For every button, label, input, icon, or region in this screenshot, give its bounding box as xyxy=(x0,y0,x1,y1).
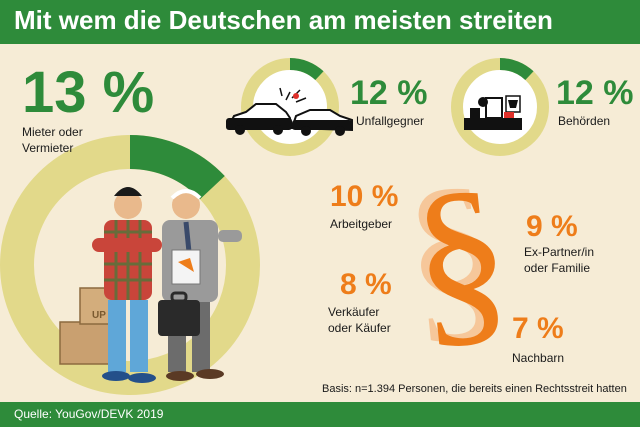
donut-unfall-value-arc xyxy=(289,58,324,81)
label-mieter-line2: Vermieter xyxy=(22,141,73,155)
car-crash-icon xyxy=(226,87,353,136)
label-mieter-line1: Mieter oder xyxy=(22,125,83,139)
value-expartner: 9 % xyxy=(526,210,578,243)
basis-note: Basis: n=1.394 Personen, die bereits ein… xyxy=(322,383,627,395)
footer-bar: Quelle: YouGov/DEVK 2019 xyxy=(0,402,640,427)
label-expartner-line2: oder Familie xyxy=(524,261,590,275)
label-verkaeufer-line2: oder Käufer xyxy=(328,321,391,335)
paragraph-sign-icon: § § xyxy=(394,146,519,369)
page-title: Mit wem die Deutschen am meisten streite… xyxy=(14,5,553,35)
source-note: Quelle: YouGov/DEVK 2019 xyxy=(14,407,164,421)
value-verkaeufer: 8 % xyxy=(340,268,392,301)
svg-text:§: § xyxy=(394,146,510,365)
header-bar: Mit wem die Deutschen am meisten streite… xyxy=(0,0,640,44)
value-nachbarn: 7 % xyxy=(512,312,564,345)
value-behoerden: 12 % xyxy=(556,74,634,112)
label-verkaeufer-line1: Verkäufer xyxy=(328,305,379,319)
value-arbeitgeber: 10 % xyxy=(330,180,398,213)
donut-behoerden-value-arc xyxy=(499,58,534,81)
value-mieter: 13 % xyxy=(22,60,154,125)
svg-text:§: § xyxy=(403,150,519,369)
donut-mieter-value-arc xyxy=(129,135,225,200)
office-desk-eagle-icon xyxy=(464,95,522,130)
label-expartner-line1: Ex-Partner/in xyxy=(524,245,594,259)
label-unfall: Unfallgegner xyxy=(356,114,424,128)
label-nachbarn: Nachbarn xyxy=(512,351,564,365)
people-arguing-illustration: UP xyxy=(59,187,242,383)
label-behoerden: Behörden xyxy=(558,114,610,128)
value-unfall: 12 % xyxy=(350,74,428,112)
label-arbeitgeber: Arbeitgeber xyxy=(330,217,392,231)
svg-text:UP: UP xyxy=(92,310,106,321)
